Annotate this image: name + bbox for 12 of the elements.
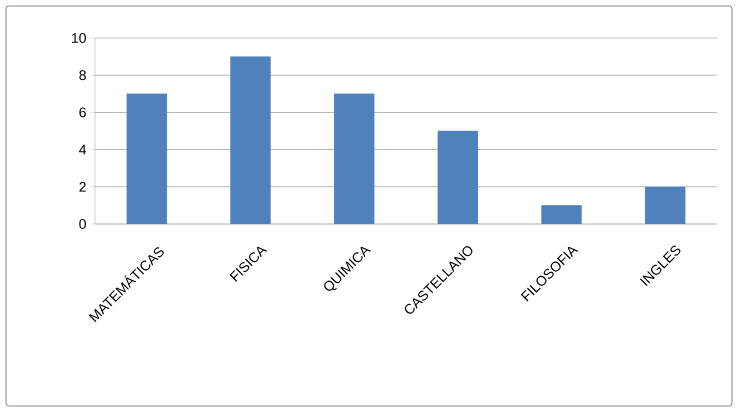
bar: [334, 94, 374, 224]
bar: [438, 130, 478, 224]
y-tick-label: 8: [79, 70, 86, 80]
bar: [541, 205, 582, 224]
y-tick-label: 4: [79, 144, 86, 154]
bar: [126, 94, 168, 224]
y-tick-label: 2: [79, 182, 86, 192]
y-tick-label: 10: [72, 33, 86, 43]
y-tick-label: 6: [79, 107, 86, 118]
bar: [230, 56, 271, 224]
y-tick-label: 0: [79, 219, 86, 229]
bar: [644, 186, 686, 224]
